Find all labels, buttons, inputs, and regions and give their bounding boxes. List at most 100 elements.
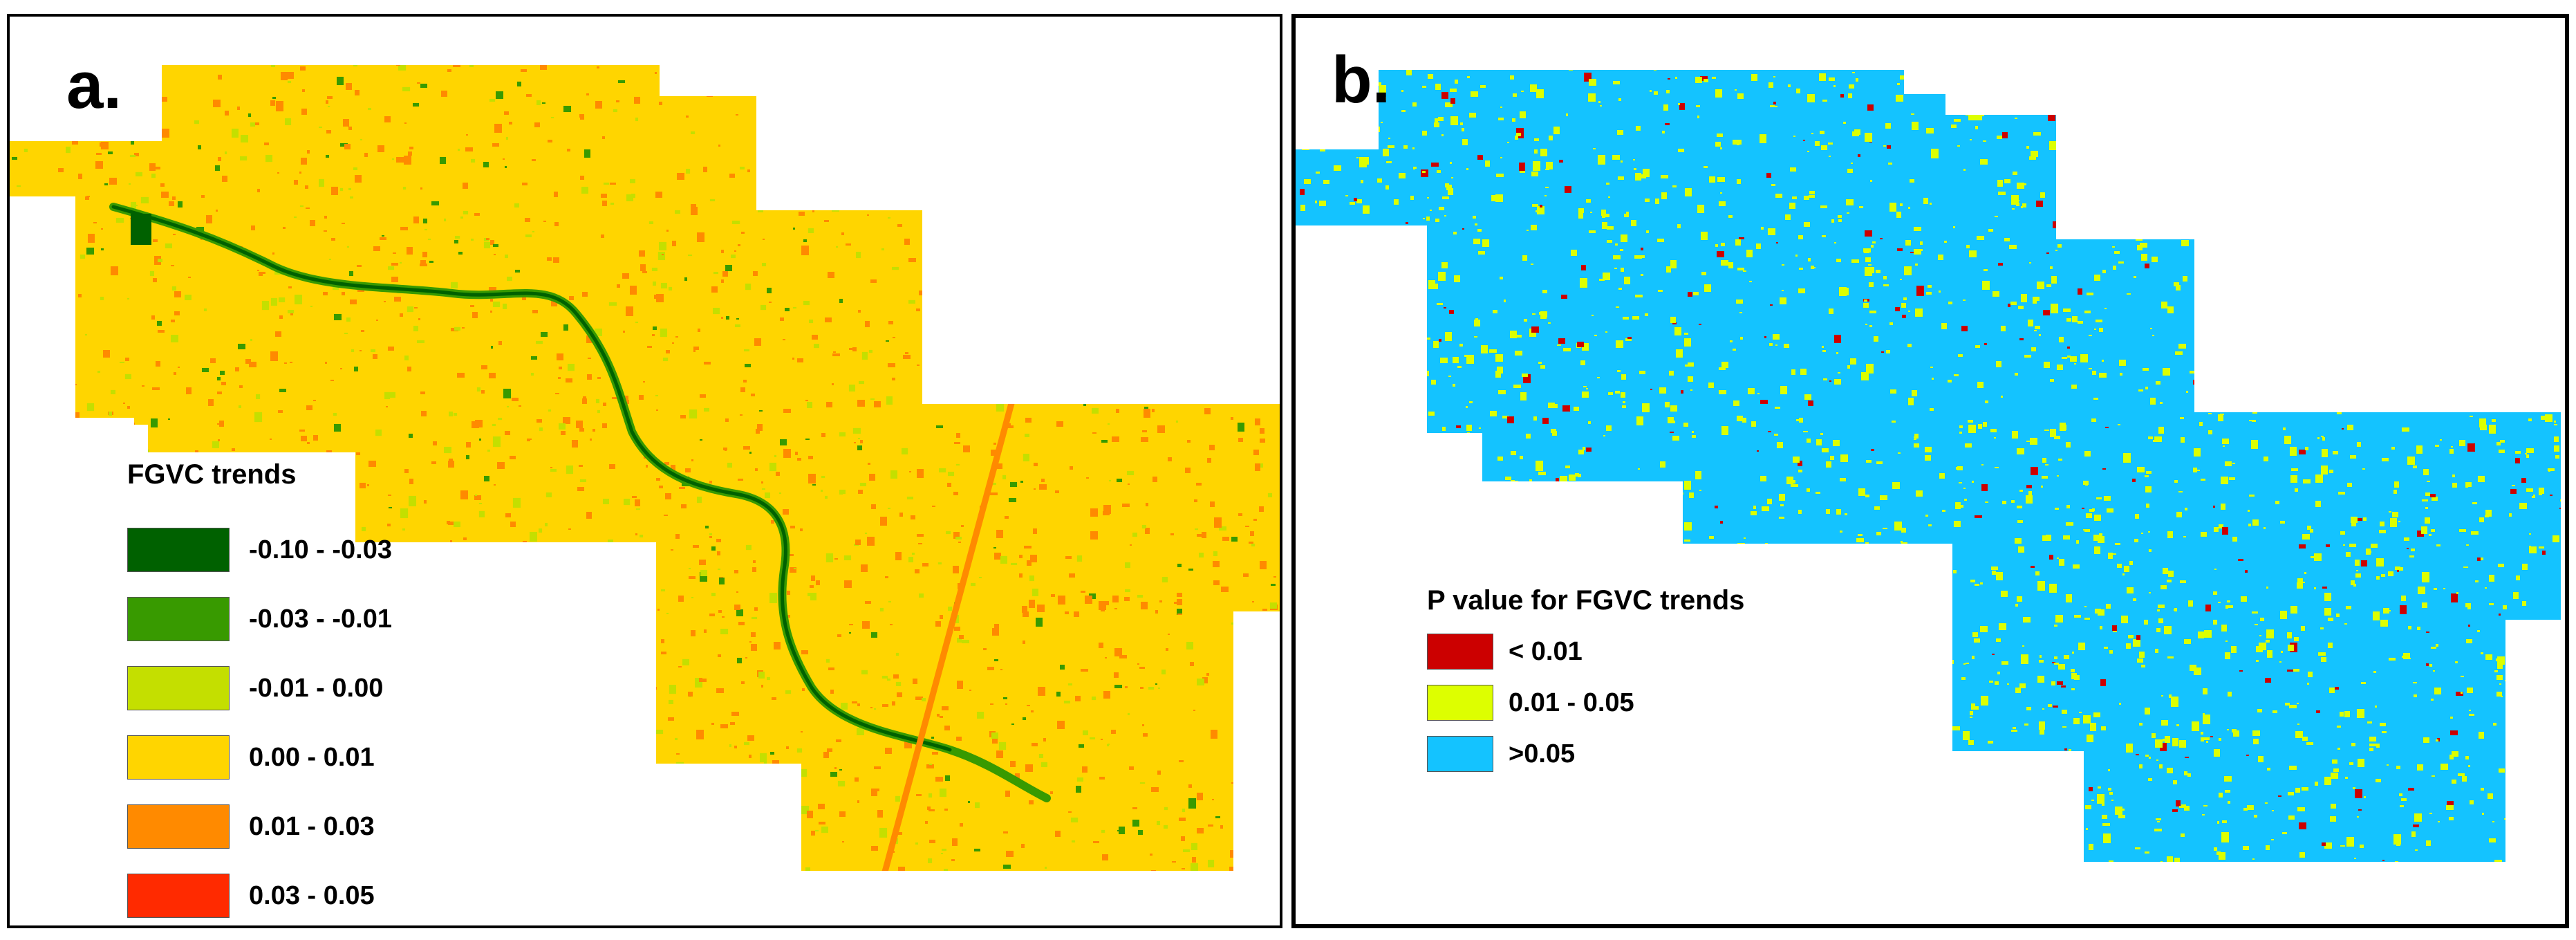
pixel [1453,443,1455,445]
pixel [2245,570,2248,573]
pixel [2456,692,2463,696]
pixel [83,699,86,702]
pixel [1436,39,1438,40]
pixel [597,33,604,39]
pixel [1601,562,1605,566]
pixel [2194,448,2201,457]
pixel [1968,850,1973,856]
pixel [956,464,960,466]
pixel [1529,479,1532,482]
pixel [1304,179,1311,184]
pixel [736,609,743,616]
pixel [1988,229,1993,232]
pixel [2354,242,2360,247]
pixel [2061,685,2066,688]
pixel [56,135,64,139]
pixel [1179,234,1182,238]
pixel [353,65,357,66]
pixel [334,24,339,30]
pixel [2025,890,2033,894]
pixel [952,84,957,89]
pixel [73,566,78,571]
pixel [1383,97,1386,100]
pixel [2054,625,2057,627]
pixel [244,29,248,34]
pixel [1466,406,1468,408]
pixel [1448,449,1455,452]
pixel [1108,423,1110,425]
pixel [1446,525,1453,531]
pixel [1820,710,1822,712]
pixel [2141,533,2143,534]
pixel [331,187,338,195]
pixel [1737,93,1744,99]
pixel [718,654,721,657]
pixel [1065,556,1072,559]
pixel [826,402,832,407]
pixel [1672,436,1679,441]
pixel [2069,749,2071,753]
pixel [717,851,725,856]
pixel [91,859,94,860]
pixel [2033,301,2037,304]
pixel [1426,450,1432,453]
pixel [1067,872,1075,875]
pixel [1690,908,1694,910]
pixel [561,21,569,26]
pixel [1154,293,1157,296]
pixel [2562,542,2567,545]
pixel [1551,502,1553,504]
pixel [898,867,905,871]
pixel [2521,694,2528,699]
pixel [545,523,548,526]
pixel [1856,78,1858,82]
pixel [957,681,963,689]
pixel [2447,270,2449,273]
pixel [2165,736,2170,743]
pixel [615,582,622,585]
pixel [62,550,68,557]
pixel [1184,188,1189,193]
pixel [2496,120,2498,122]
pixel [134,65,140,68]
pixel [736,114,738,116]
pixel [2393,54,2395,55]
pixel [2393,349,2400,351]
pixel [484,476,489,481]
pixel [993,23,1000,29]
pixel [1820,131,1824,134]
pixel [2421,526,2427,534]
pixel [723,89,725,91]
pixel [895,796,900,802]
pixel [521,69,527,72]
pixel [1816,439,1822,445]
pixel [1693,292,1699,295]
pixel [983,648,987,650]
pixel [1021,844,1025,848]
pixel [1020,89,1022,91]
pixel [2057,365,2063,370]
pixel [1800,573,1802,575]
pixel [2568,74,2569,76]
pixel [1596,578,1604,584]
pixel [586,568,588,570]
pixel [1624,277,1630,284]
pixel [1907,344,1912,347]
pixel [2346,837,2354,847]
pixel [581,187,588,194]
pixel [326,130,331,133]
pixel [277,172,279,174]
pixel [1139,36,1142,39]
pixel [2204,737,2210,740]
pixel [1925,515,1928,517]
pixel [1750,704,1757,709]
pixel [563,106,571,112]
pixel [91,843,97,851]
pixel [799,212,805,216]
pixel [1358,392,1361,395]
pixel [2199,422,2203,426]
pixel [398,65,406,71]
pixel [651,878,655,883]
pixel [740,167,745,169]
pixel [2525,847,2528,849]
